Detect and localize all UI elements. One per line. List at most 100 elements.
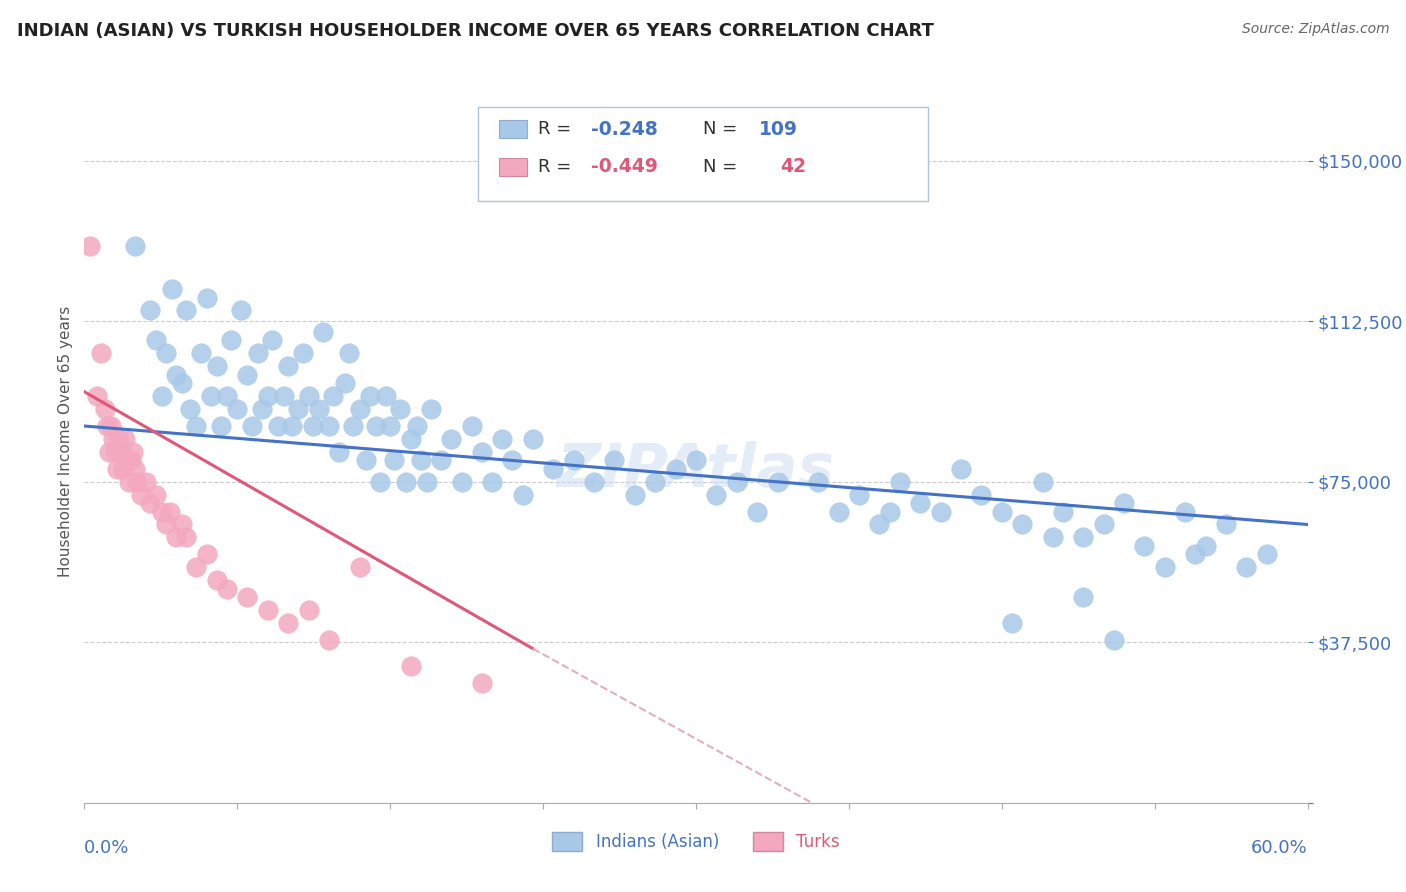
Point <box>1042 530 1064 544</box>
Point <box>349 401 371 416</box>
Point <box>298 603 321 617</box>
Point <box>512 487 534 501</box>
Point <box>725 475 748 489</box>
Point <box>747 505 769 519</box>
Point <box>624 487 647 501</box>
Point <box>165 368 187 382</box>
Point <box>389 401 412 416</box>
Point <box>828 505 851 519</box>
Point <box>114 432 136 446</box>
Point <box>1092 517 1115 532</box>
Point <box>543 462 565 476</box>
Point <box>231 303 253 318</box>
Point <box>104 444 127 458</box>
Text: R =: R = <box>538 158 578 176</box>
Point <box>583 475 606 489</box>
Point <box>273 389 295 403</box>
Point <box>706 487 728 501</box>
Point <box>112 462 135 476</box>
Point <box>138 496 160 510</box>
Point <box>246 346 269 360</box>
Text: N =: N = <box>703 120 737 138</box>
Point <box>174 530 197 544</box>
Point <box>135 475 157 489</box>
Point <box>405 419 427 434</box>
Point <box>145 334 167 348</box>
Point <box>349 560 371 574</box>
Point <box>522 432 544 446</box>
Text: 60.0%: 60.0% <box>1251 838 1308 857</box>
Point <box>155 346 177 360</box>
Point <box>869 517 891 532</box>
Point <box>395 475 418 489</box>
Point <box>291 346 314 360</box>
Point <box>318 633 340 648</box>
Text: R =: R = <box>538 120 578 138</box>
Point <box>420 401 443 416</box>
Point <box>1174 505 1197 519</box>
Point <box>86 389 108 403</box>
Point <box>339 346 361 360</box>
Point <box>236 591 259 605</box>
Text: ZIPAtlas: ZIPAtlas <box>557 441 835 500</box>
Point <box>929 505 952 519</box>
Point <box>120 453 142 467</box>
Point <box>644 475 666 489</box>
Point <box>205 573 228 587</box>
Point <box>1052 505 1074 519</box>
Point <box>368 475 391 489</box>
Point <box>179 401 201 416</box>
Point <box>399 432 422 446</box>
Point <box>160 282 183 296</box>
Point <box>430 453 453 467</box>
Point <box>105 462 128 476</box>
Legend: Indians (Asian), Turks: Indians (Asian), Turks <box>544 824 848 860</box>
Text: INDIAN (ASIAN) VS TURKISH HOUSEHOLDER INCOME OVER 65 YEARS CORRELATION CHART: INDIAN (ASIAN) VS TURKISH HOUSEHOLDER IN… <box>17 22 934 40</box>
Point <box>186 560 208 574</box>
Point <box>150 389 173 403</box>
Point <box>195 291 218 305</box>
Point <box>910 496 932 510</box>
Point <box>879 505 901 519</box>
Point <box>150 505 173 519</box>
Point <box>665 462 688 476</box>
Point <box>1256 548 1278 562</box>
Point <box>359 389 381 403</box>
Text: 0.0%: 0.0% <box>84 838 129 857</box>
Point <box>110 444 132 458</box>
Point <box>298 389 321 403</box>
Point <box>1073 591 1095 605</box>
Point <box>382 453 405 467</box>
Point <box>1032 475 1054 489</box>
Point <box>603 453 626 467</box>
Point <box>97 444 120 458</box>
Point <box>1011 517 1033 532</box>
Point <box>1133 539 1156 553</box>
Point <box>380 419 402 434</box>
Point <box>122 444 145 458</box>
Point <box>471 444 494 458</box>
Point <box>1154 560 1177 574</box>
Point <box>950 462 973 476</box>
Point <box>440 432 463 446</box>
Point <box>200 389 222 403</box>
Point <box>416 475 439 489</box>
Point <box>260 334 283 348</box>
Point <box>889 475 911 489</box>
Point <box>115 453 138 467</box>
Text: Source: ZipAtlas.com: Source: ZipAtlas.com <box>1241 22 1389 37</box>
Point <box>318 419 340 434</box>
Point <box>131 487 153 501</box>
Point <box>205 359 228 373</box>
Point <box>399 658 422 673</box>
Point <box>124 462 146 476</box>
Point <box>1114 496 1136 510</box>
Point <box>190 346 212 360</box>
Point <box>226 401 249 416</box>
Point <box>101 432 124 446</box>
Point <box>281 419 304 434</box>
Point <box>159 505 181 519</box>
Point <box>267 419 290 434</box>
Point <box>90 346 112 360</box>
Point <box>450 475 472 489</box>
